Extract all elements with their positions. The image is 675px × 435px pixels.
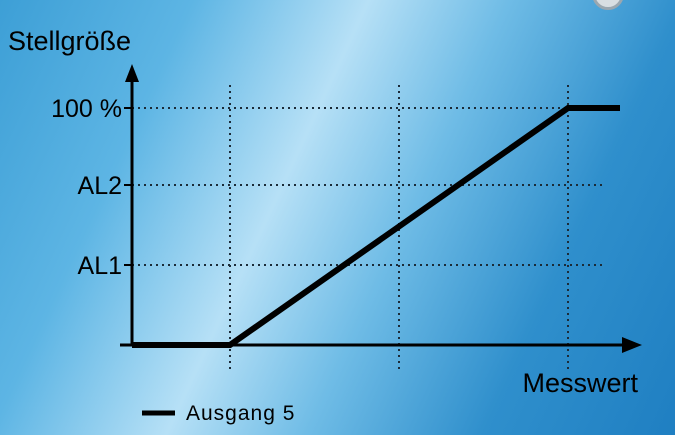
x-axis-arrow bbox=[622, 337, 642, 353]
y-axis-arrow bbox=[125, 64, 139, 82]
legend: Ausgang 5 bbox=[142, 402, 295, 425]
y-axis-label: Stellgröße bbox=[8, 26, 131, 56]
series-ausgang-5-line bbox=[132, 105, 620, 348]
x-axis-label: Messwert bbox=[522, 368, 638, 398]
y-tick-label: AL2 bbox=[78, 172, 122, 200]
y-tick-label: AL1 bbox=[78, 252, 122, 280]
legend-label: Ausgang 5 bbox=[186, 402, 295, 425]
y-tick-label: 100 % bbox=[51, 95, 122, 123]
